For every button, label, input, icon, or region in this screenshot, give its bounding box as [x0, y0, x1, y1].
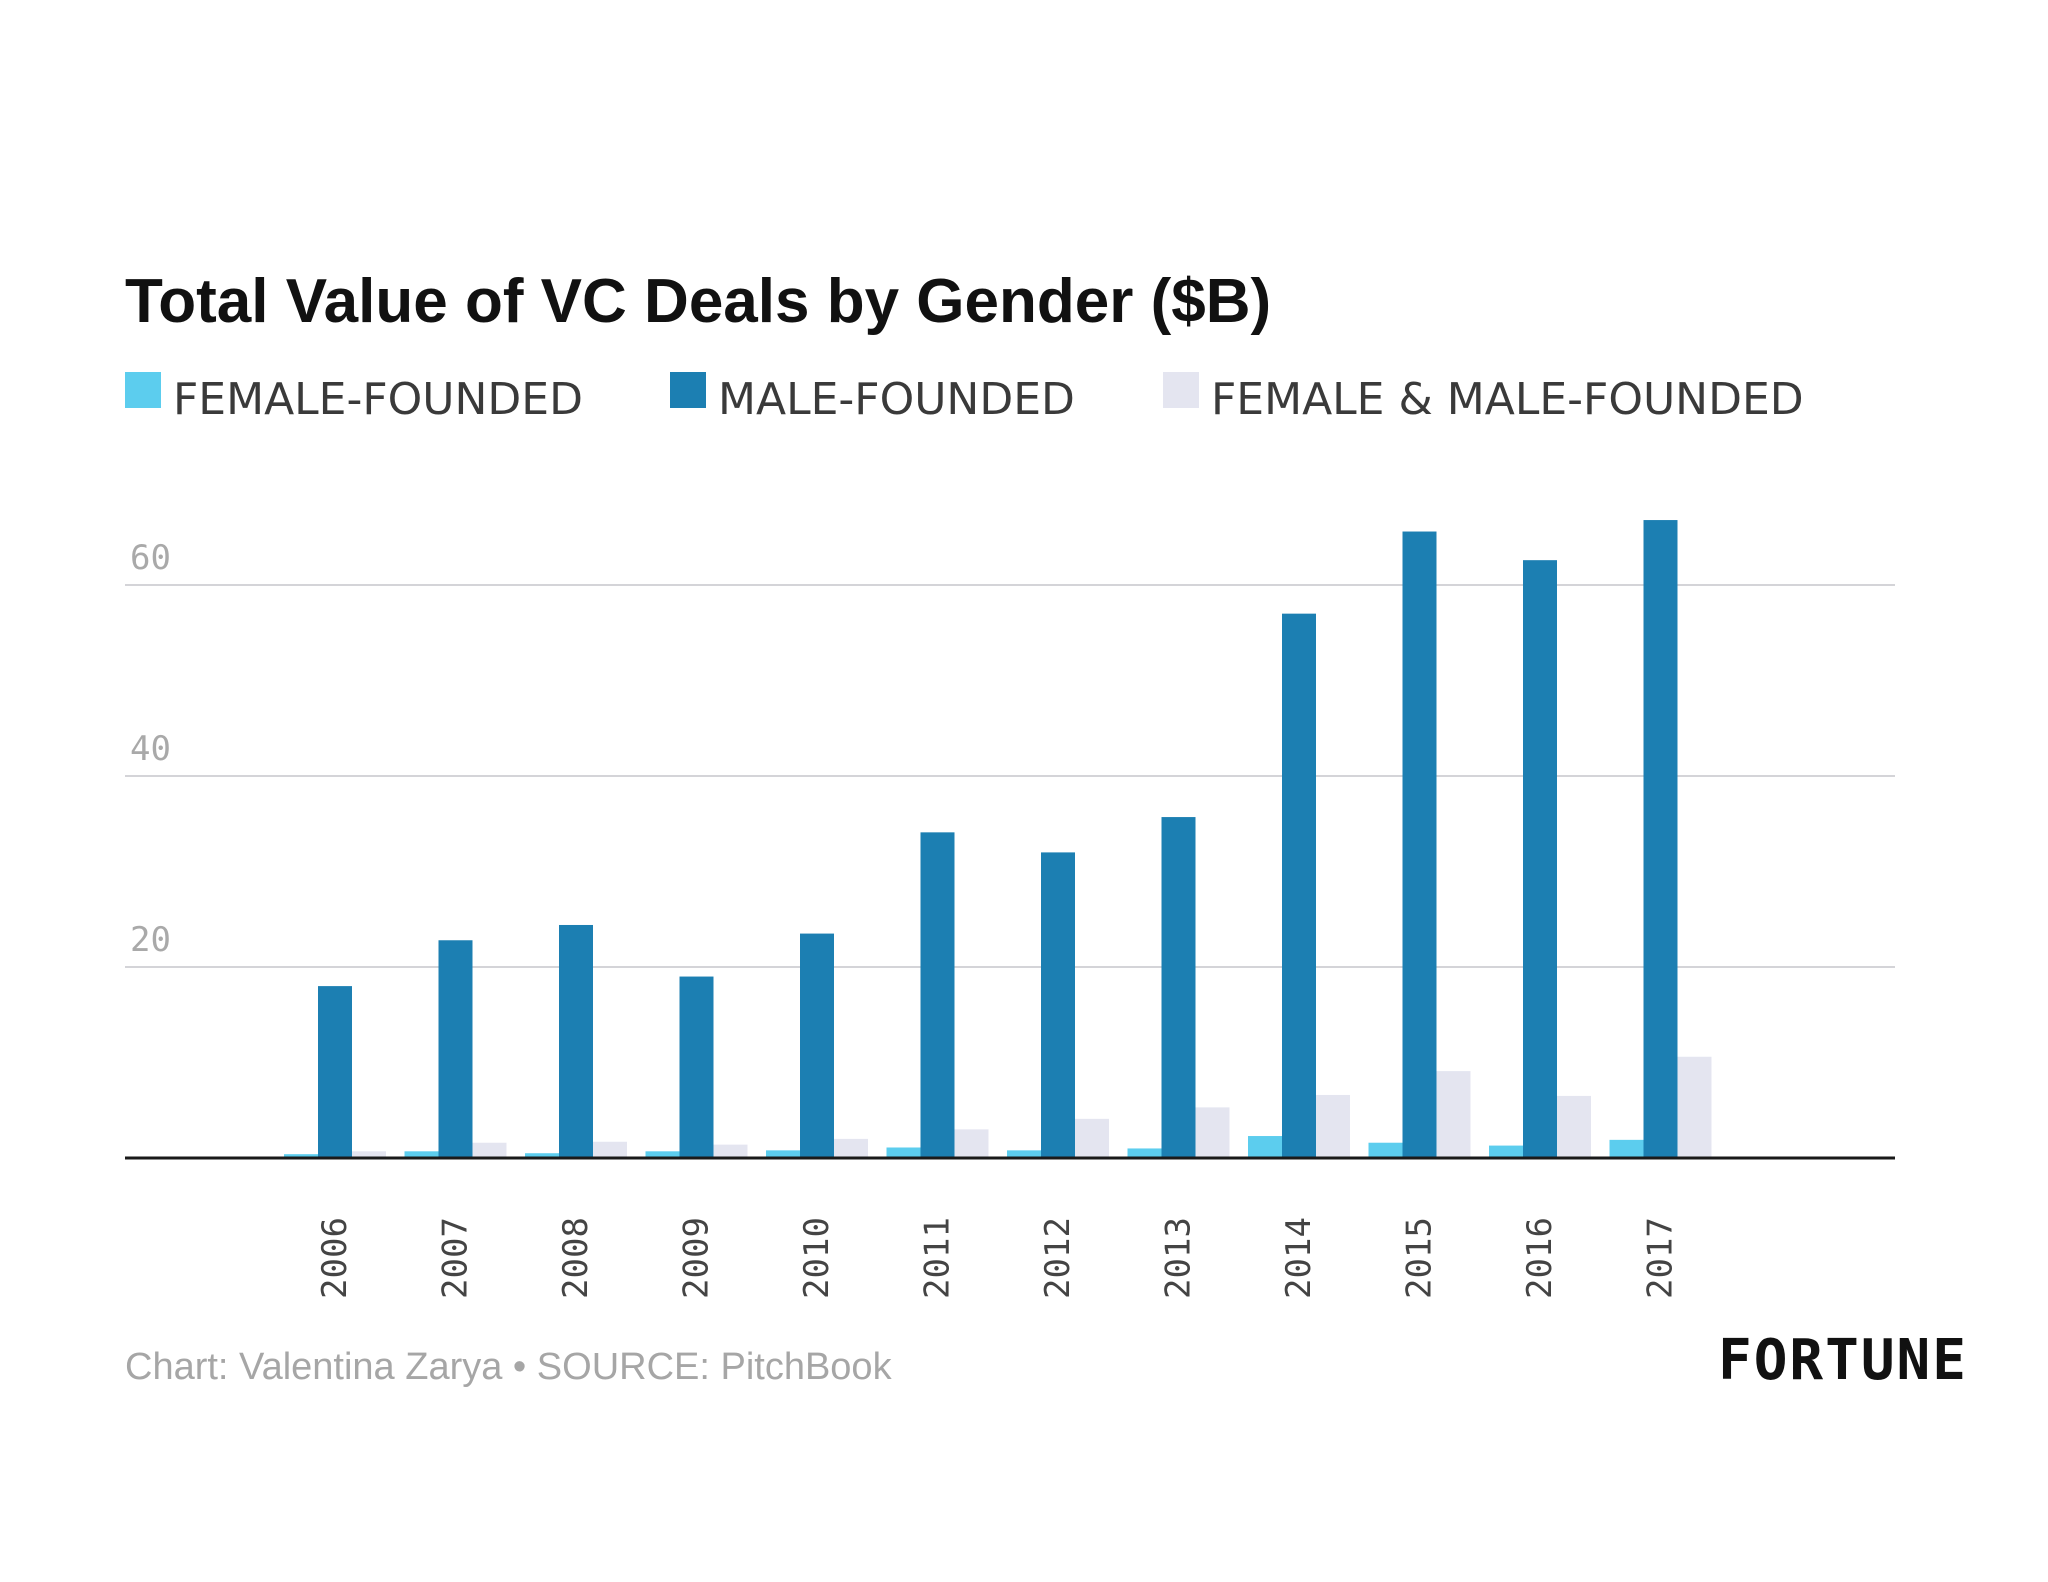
bar-2007-series-3: [472, 1142, 507, 1158]
bar-2012-series-3: [1075, 1118, 1109, 1158]
x-tick-2013: 2013: [1159, 1217, 1199, 1299]
bar-2008-series-1: [525, 1153, 559, 1158]
x-tick-2015: 2015: [1400, 1217, 1440, 1299]
bar-2008-series-3: [593, 1141, 627, 1158]
bar-2011-series-3: [954, 1129, 989, 1158]
y-tick-20: 20: [130, 920, 171, 960]
x-axis-ticks: 2006 2007 2008 2009 2010 2011 2012 2013 2014 2015…: [315, 1217, 1681, 1299]
bar-2016-series-1: [1489, 1145, 1523, 1158]
bar-2009-series-3: [713, 1144, 748, 1158]
x-tick-2006: 2006: [315, 1217, 355, 1299]
bar-2017-series-2: [1643, 520, 1678, 1158]
x-tick-2016: 2016: [1520, 1217, 1560, 1299]
x-tick-2012: 2012: [1038, 1217, 1078, 1299]
y-axis-ticks: 20 40 60: [130, 538, 171, 960]
bar-2013-series-2: [1161, 817, 1196, 1158]
legend: FEMALE-FOUNDED MALE-FOUNDED FEMALE & MALE-…: [125, 372, 1804, 425]
bar-2012-series-1: [1007, 1150, 1041, 1158]
bar-2006-series-2: [318, 986, 352, 1158]
bar-2007-series-2: [438, 940, 473, 1158]
chart-title: Total Value of VC Deals by Gender ($B): [125, 267, 1271, 336]
bar-2015-series-3: [1436, 1071, 1471, 1158]
gridlines: [125, 584, 1895, 968]
bar-2015-series-1: [1368, 1142, 1403, 1158]
bar-2013-series-3: [1195, 1107, 1230, 1158]
source-note: Chart: Valentina Zarya • SOURCE: PitchBo…: [125, 1346, 893, 1388]
x-tick-2009: 2009: [677, 1217, 717, 1299]
bar-2017-series-1: [1609, 1139, 1644, 1158]
bar-2011-series-1: [886, 1147, 921, 1158]
x-tick-2017: 2017: [1641, 1217, 1681, 1299]
bar-2009-series-2: [679, 976, 714, 1158]
y-tick-60: 60: [130, 538, 171, 578]
bar-2016-series-2: [1523, 560, 1557, 1158]
bar-2006-series-1: [284, 1154, 318, 1158]
x-tick-2008: 2008: [556, 1217, 596, 1299]
bar-2007-series-1: [404, 1151, 439, 1158]
x-tick-2014: 2014: [1279, 1217, 1319, 1299]
x-tick-2010: 2010: [797, 1217, 837, 1299]
bars: [284, 520, 1712, 1158]
bar-2014-series-2: [1282, 613, 1316, 1158]
legend-label-2: MALE-FOUNDED: [718, 374, 1075, 425]
bar-2008-series-2: [559, 924, 593, 1158]
bar-2009-series-1: [645, 1151, 680, 1158]
y-tick-40: 40: [130, 729, 171, 769]
bar-2010-series-3: [834, 1138, 868, 1158]
legend-swatch-2: [670, 372, 706, 408]
bar-2012-series-2: [1041, 852, 1075, 1158]
legend-label-3: FEMALE & MALE-FOUNDED: [1211, 374, 1804, 425]
legend-swatch-3: [1163, 372, 1199, 408]
bar-2014-series-1: [1248, 1136, 1282, 1158]
bar-2013-series-1: [1127, 1148, 1162, 1158]
bar-2006-series-3: [352, 1151, 386, 1158]
bar-2010-series-1: [766, 1150, 800, 1158]
legend-swatch-1: [125, 372, 161, 408]
legend-label-1: FEMALE-FOUNDED: [173, 374, 583, 425]
fortune-logo: FORTUNE: [1718, 1328, 1968, 1393]
bar-2011-series-2: [920, 832, 955, 1158]
bar-2017-series-3: [1677, 1056, 1712, 1158]
bar-2010-series-2: [800, 933, 834, 1158]
x-tick-2011: 2011: [918, 1217, 958, 1299]
bar-2016-series-3: [1557, 1095, 1591, 1158]
bar-2014-series-3: [1316, 1094, 1350, 1158]
x-tick-2007: 2007: [436, 1217, 476, 1299]
bar-2015-series-2: [1402, 531, 1437, 1158]
